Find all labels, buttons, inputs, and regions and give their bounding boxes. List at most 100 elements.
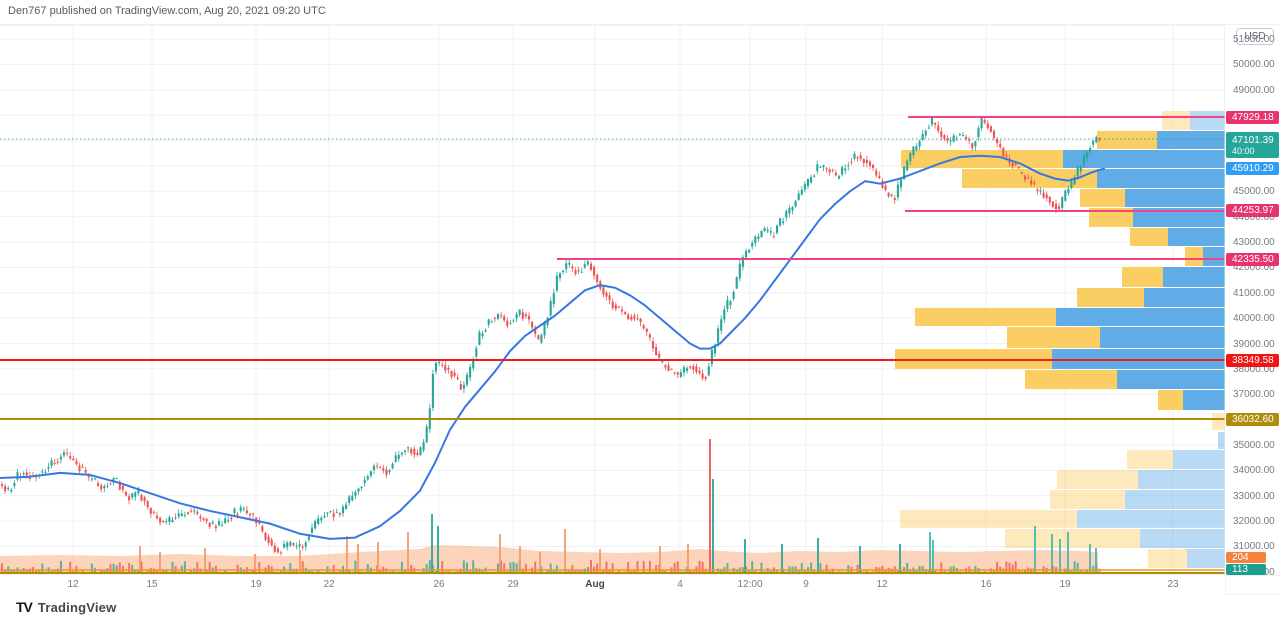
x-axis-tick-label: 4 xyxy=(677,579,683,590)
volume-spike xyxy=(929,532,931,574)
volume-spike xyxy=(1059,539,1061,574)
volume-spike xyxy=(346,536,348,574)
volume-spike xyxy=(899,544,901,574)
y-axis-tick-label: 42000.00 xyxy=(1233,262,1275,274)
profile-row-blue xyxy=(1100,327,1225,348)
profile-row-blue xyxy=(1144,288,1225,307)
profile-row-yellow xyxy=(1148,549,1187,568)
currency-toggle-button[interactable]: USD xyxy=(1236,28,1274,45)
profile-row-yellow xyxy=(1005,529,1140,548)
indicator-value-badge: 113 xyxy=(1226,564,1266,575)
price-level-badge: 36032.60 xyxy=(1226,413,1279,426)
profile-row-yellow xyxy=(1077,288,1144,307)
profile-row-blue xyxy=(1077,510,1225,528)
volume-spike xyxy=(159,552,161,574)
x-axis-tick-label: 16 xyxy=(980,579,992,590)
tradingview-link[interactable]: TV TradingView xyxy=(16,599,116,615)
x-axis-tick-label: 12 xyxy=(67,579,79,590)
profile-row-blue xyxy=(1125,189,1225,207)
x-axis-tick-label: 12:00 xyxy=(737,579,763,590)
volume-spike xyxy=(744,539,746,574)
price-level-badge: 44253.97 xyxy=(1226,204,1279,217)
x-axis-tick-label: 26 xyxy=(433,579,445,590)
profile-row-yellow xyxy=(1130,228,1168,246)
volume-ma-area xyxy=(0,545,1098,574)
profile-row-yellow xyxy=(1057,470,1138,489)
y-axis-tick-label: 33000.00 xyxy=(1233,490,1275,502)
volume-spike xyxy=(204,548,206,574)
profile-row-blue xyxy=(1157,131,1225,149)
indicator-value-badge: 204 xyxy=(1226,552,1266,563)
profile-row-yellow xyxy=(1007,327,1100,348)
x-axis-tick-label: 22 xyxy=(323,579,335,590)
x-axis-tick-label: 9 xyxy=(803,579,809,590)
volume-spike xyxy=(712,479,714,574)
volume-spike xyxy=(1089,544,1091,574)
y-axis-tick-label: 49000.00 xyxy=(1233,84,1275,96)
y-axis-tick-label: 43000.00 xyxy=(1233,237,1275,249)
plot-area xyxy=(0,25,1225,575)
y-axis-tick-label: 38000.00 xyxy=(1233,363,1275,375)
volume-spike xyxy=(932,540,934,574)
y-axis-tick-label: 45000.00 xyxy=(1233,186,1275,198)
time-axis[interactable]: 12 15 19 22 26 29 Aug 4 12:00 9 12 16 19 23 xyxy=(0,575,1225,595)
profile-row-yellow xyxy=(1185,247,1203,266)
profile-row-yellow xyxy=(1122,267,1163,287)
volume-spike xyxy=(254,554,256,574)
last-price-badge: 47101.39 40:00 xyxy=(1226,132,1279,158)
profile-row-yellow xyxy=(915,308,1056,326)
profile-row-yellow xyxy=(900,510,1077,528)
volume-spike xyxy=(709,439,711,574)
price-axis[interactable]: USD 51000.0050000.0049000.0048000.004700… xyxy=(1225,25,1280,578)
profile-row-yellow xyxy=(1158,390,1183,410)
profile-row-blue xyxy=(1140,529,1225,548)
profile-row-blue xyxy=(1138,470,1225,489)
x-axis-tick-label: 19 xyxy=(1059,579,1071,590)
profile-row-blue xyxy=(1056,308,1225,326)
x-axis-tick-label: 12 xyxy=(876,579,888,590)
price-level-badge: 47929.18 xyxy=(1226,111,1279,124)
profile-row-blue xyxy=(1168,228,1225,246)
profile-row-blue xyxy=(1183,390,1225,410)
profile-row-blue xyxy=(1203,247,1225,266)
y-axis-tick-label: 44000.00 xyxy=(1233,211,1275,223)
volume-spike xyxy=(377,542,379,574)
price-level-badge: 42335.50 xyxy=(1226,253,1279,266)
volume-spike xyxy=(357,544,359,574)
profile-row-yellow xyxy=(1127,450,1173,469)
y-axis-tick-label: 31000.00 xyxy=(1233,541,1275,553)
volume-spike xyxy=(139,546,141,574)
candles-layer xyxy=(0,116,1101,556)
volume-spike xyxy=(1095,548,1097,574)
profile-row-blue xyxy=(1187,549,1225,568)
volume-spike xyxy=(431,514,433,574)
volume-spike xyxy=(1067,532,1069,574)
volume-spike xyxy=(407,532,409,574)
profile-row-blue xyxy=(1173,450,1225,469)
volume-spike xyxy=(1051,534,1053,574)
y-axis-tick-label: 34000.00 xyxy=(1233,465,1275,477)
x-axis-tick-label: 29 xyxy=(507,579,519,590)
x-axis-tick-label: 19 xyxy=(250,579,262,590)
y-axis-tick-label: 50000.00 xyxy=(1233,59,1275,71)
publish-note: Den767 published on TradingView.com, Aug… xyxy=(8,5,326,17)
volume-spike xyxy=(299,550,301,574)
profile-row-blue xyxy=(1063,150,1225,168)
volume-spike xyxy=(1034,526,1036,574)
profile-row-blue xyxy=(1097,169,1225,188)
y-axis-tick-label: 39000.00 xyxy=(1233,338,1275,350)
volume-spike xyxy=(687,544,689,574)
x-axis-tick-label: 15 xyxy=(146,579,158,590)
profile-row-yellow xyxy=(1089,208,1133,227)
volume-spike xyxy=(564,529,566,574)
volume-spike xyxy=(599,549,601,574)
y-axis-tick-label: 37000.00 xyxy=(1233,389,1275,401)
profile-row-yellow xyxy=(1162,111,1190,130)
profile-row-blue xyxy=(1117,370,1225,389)
tradingview-logo-icon: TV xyxy=(16,599,33,615)
volume-profile-layer xyxy=(895,111,1225,568)
profile-row-yellow xyxy=(901,150,1063,168)
profile-row-yellow xyxy=(962,169,1097,188)
